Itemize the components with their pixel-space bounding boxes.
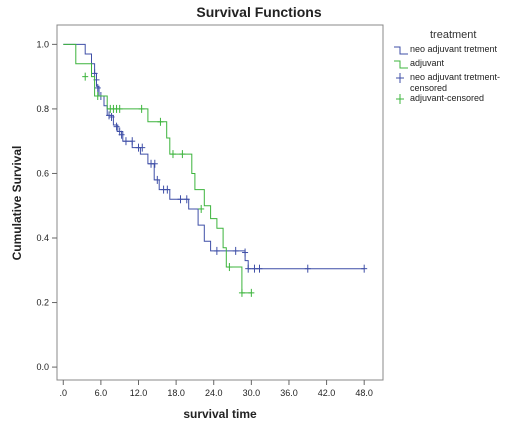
censored-mark <box>245 264 252 273</box>
censored-mark <box>232 246 239 255</box>
censored-mark <box>164 185 171 194</box>
legend-label: neo adjuvant tretment- <box>410 72 500 82</box>
censored-mark <box>139 143 146 152</box>
censored-mark <box>129 137 136 146</box>
y-axis: 0.0 0.2 0.4 0.6 0.8 1.0 <box>36 39 57 372</box>
legend-label: adjuvant-censored <box>410 93 484 103</box>
censored-mark <box>138 104 145 113</box>
survival-curve-2 <box>63 43 252 294</box>
censored-mark <box>82 72 89 81</box>
y-tick-label: 0.0 <box>36 362 49 372</box>
legend-entry: adjuvant <box>394 58 445 69</box>
legend-symbol <box>394 46 408 55</box>
legend-label: censored <box>410 83 447 93</box>
legend-entry: neo adjuvant tretment-censored <box>396 72 500 93</box>
censored-mark <box>238 288 245 297</box>
x-tick-label: 42.0 <box>318 388 336 398</box>
y-tick-label: 0.4 <box>36 233 49 243</box>
censored-mark <box>154 175 161 184</box>
legend-label: adjuvant <box>410 58 445 68</box>
censored-mark <box>157 117 164 126</box>
censored-mark <box>169 150 176 159</box>
censored-mark <box>151 159 158 168</box>
x-tick-label: .0 <box>60 388 68 398</box>
x-axis: .0 6.0 12.0 18.0 24.0 30.0 36.0 42.0 48.0 <box>60 380 373 398</box>
y-tick-label: 1.0 <box>36 39 49 49</box>
censored-mark <box>179 150 186 159</box>
censored-mark <box>248 288 255 297</box>
censored-mark <box>118 130 125 139</box>
legend-entry: adjuvant-censored <box>396 93 484 104</box>
censored-mark <box>122 137 129 146</box>
chart-title: Survival Functions <box>196 4 321 20</box>
censored-mark <box>183 195 190 204</box>
censored-mark <box>251 264 258 273</box>
censored-mark <box>242 248 249 257</box>
censored-mark <box>106 111 113 120</box>
censored-mark <box>361 264 368 273</box>
x-tick-label: 48.0 <box>355 388 373 398</box>
censored-mark <box>304 264 311 273</box>
y-tick-label: 0.6 <box>36 168 49 178</box>
x-tick-label: 18.0 <box>167 388 185 398</box>
x-tick-label: 30.0 <box>243 388 261 398</box>
censored-mark <box>177 195 184 204</box>
legend-title: treatment <box>430 29 476 41</box>
censored-mark <box>256 264 263 273</box>
legend-entry: neo adjuvant tretment <box>394 44 498 55</box>
y-tick-label: 0.2 <box>36 298 49 308</box>
y-tick-label: 0.8 <box>36 104 49 114</box>
censored-mark <box>94 83 101 92</box>
censored-mark <box>94 92 101 100</box>
x-tick-label: 24.0 <box>205 388 223 398</box>
series-layer <box>63 43 368 297</box>
legend: treatment neo adjuvant tretment adjuvant n… <box>394 29 500 104</box>
censored-mark <box>213 246 220 255</box>
censored-mark <box>108 112 115 121</box>
legend-label: neo adjuvant tretment <box>410 44 498 54</box>
censored-mark <box>198 204 205 213</box>
y-axis-title: Cumulative Survival <box>10 146 24 261</box>
x-tick-label: 6.0 <box>95 388 108 398</box>
censored-mark <box>116 104 123 113</box>
censored-mark <box>226 263 233 272</box>
censored-mark <box>91 69 98 78</box>
plot-area <box>56 24 384 381</box>
x-tick-label: 12.0 <box>130 388 148 398</box>
x-tick-label: 36.0 <box>280 388 298 398</box>
censored-mark <box>113 122 120 131</box>
x-axis-title: survival time <box>183 407 257 421</box>
legend-symbol <box>394 60 408 69</box>
